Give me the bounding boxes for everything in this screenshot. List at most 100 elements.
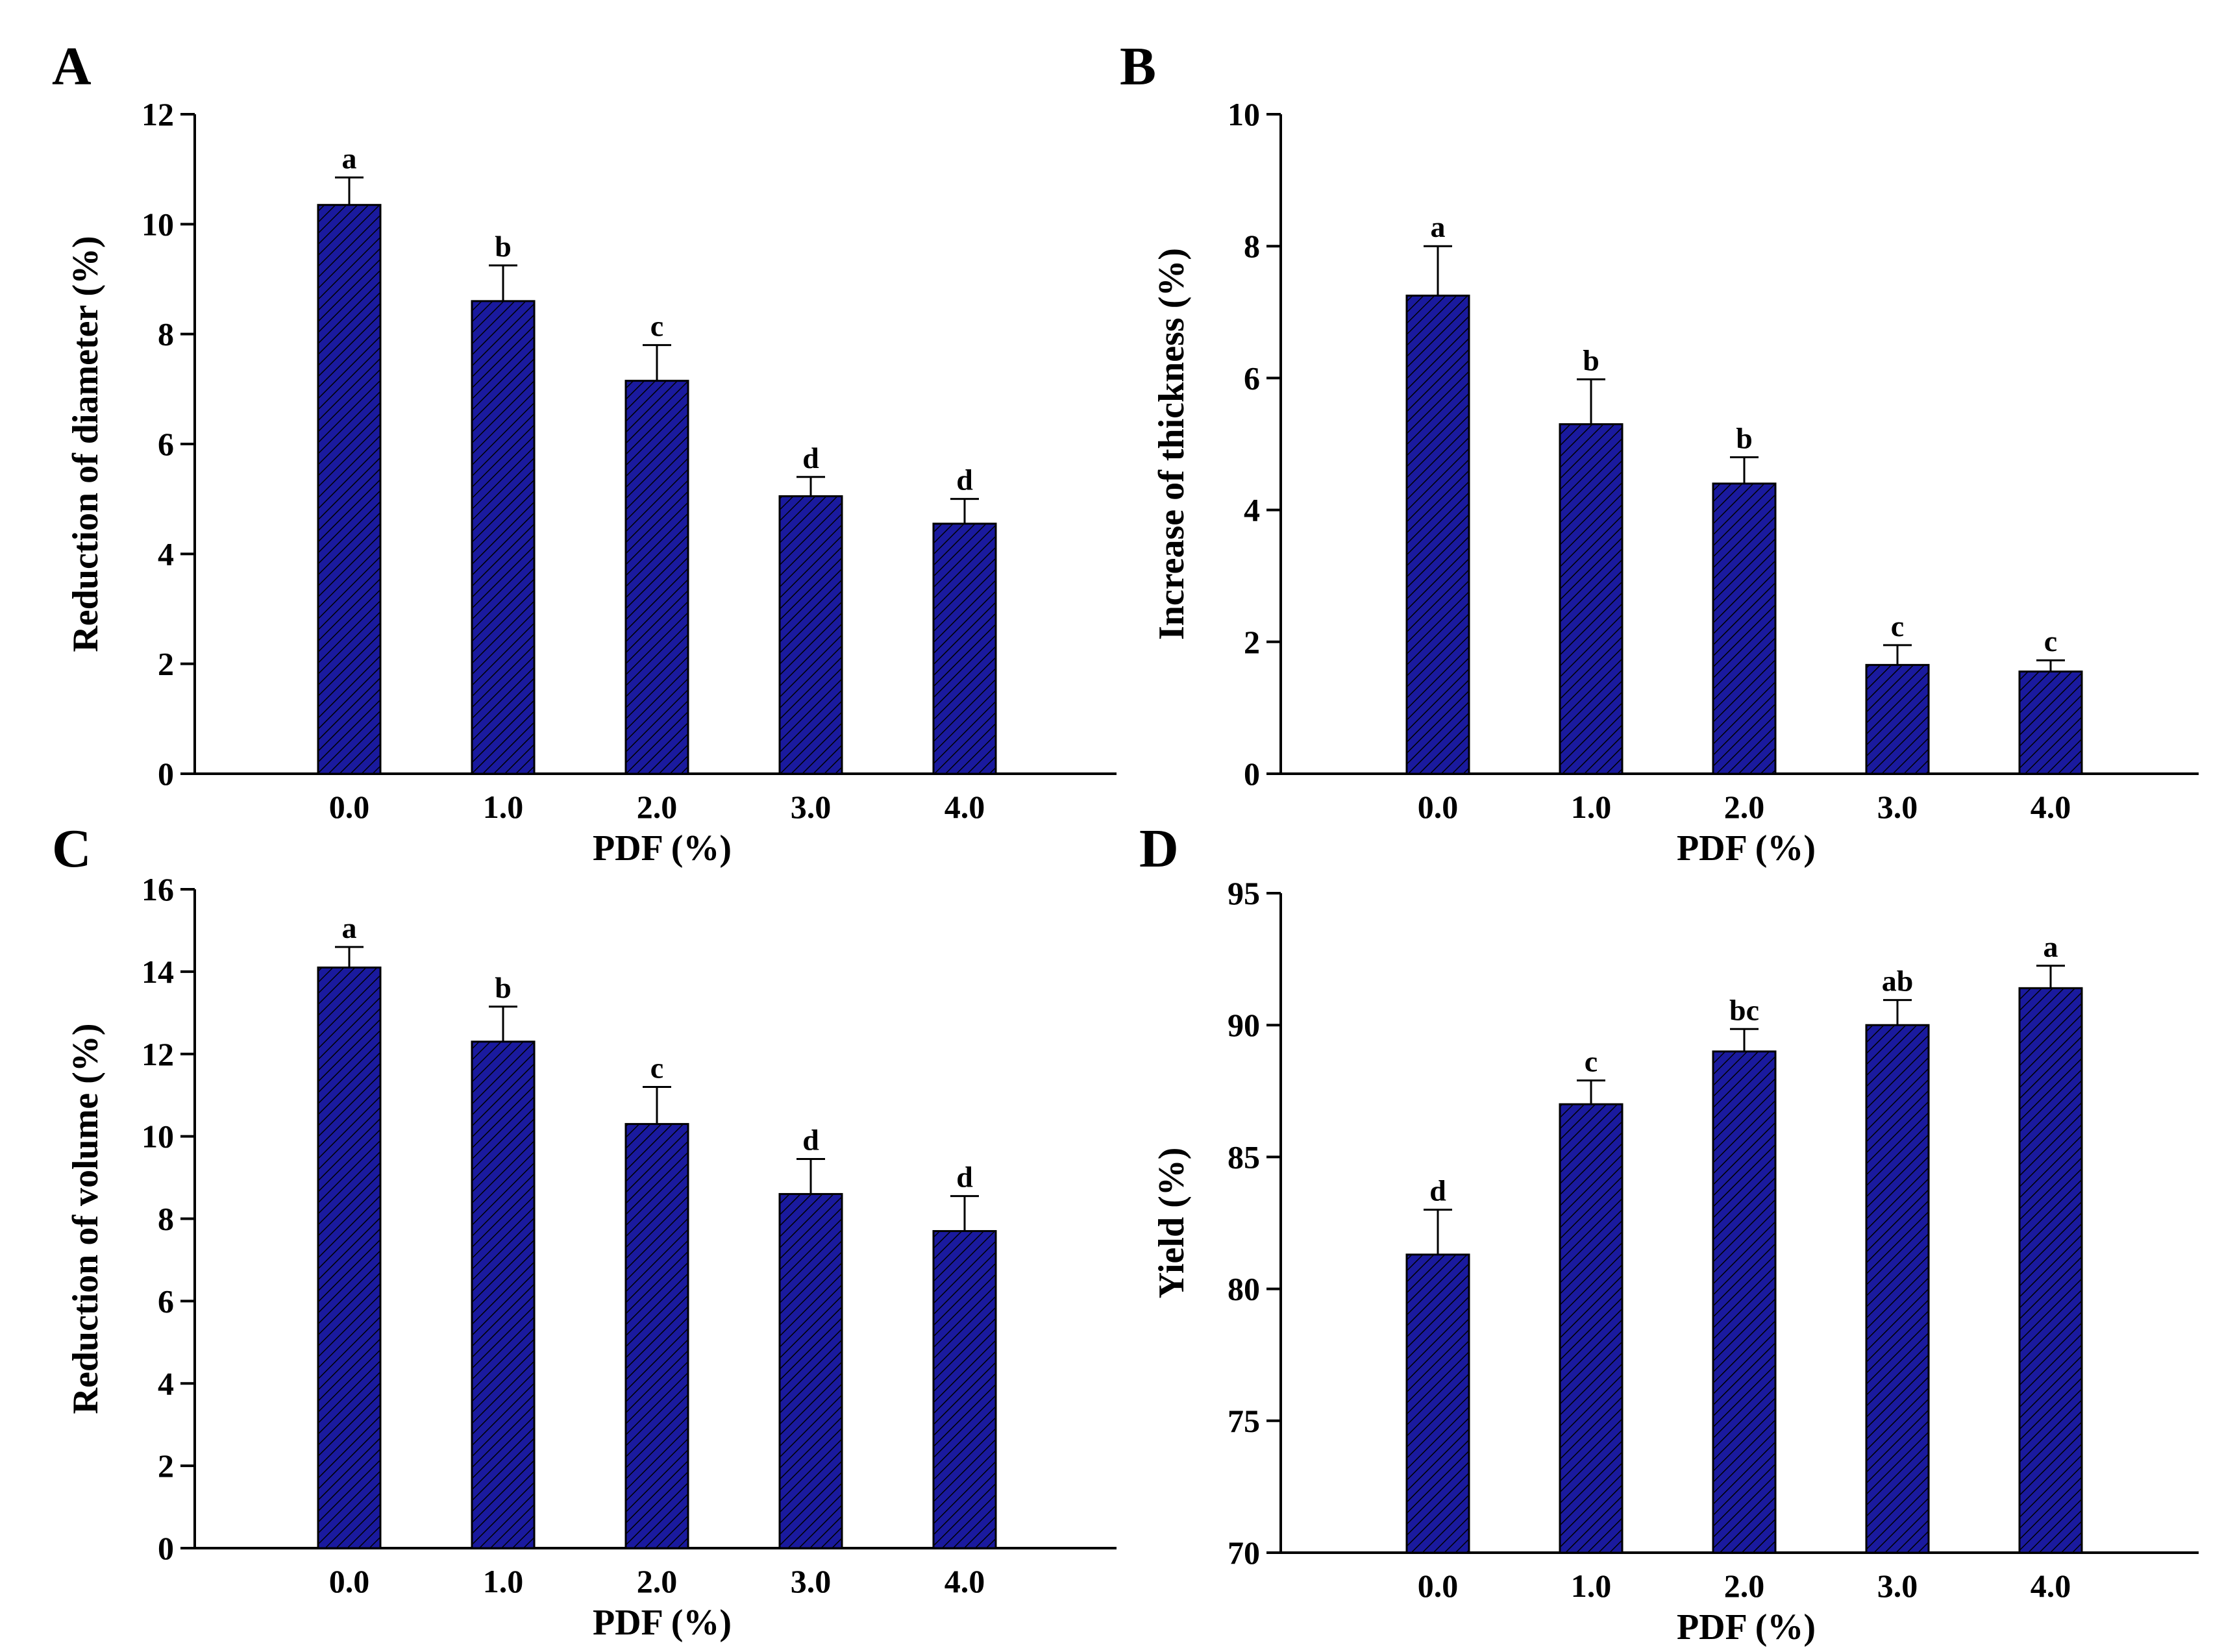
bar xyxy=(624,380,689,775)
panel-a: A 0 2 4 6 8 10 12 0.0 1.0 2.0 3.0 4.0 a b c d d PDF (%)… xyxy=(52,36,1117,869)
bar xyxy=(1712,1050,1777,1554)
significance-label: c xyxy=(650,1052,663,1085)
significance-label: d xyxy=(802,1124,819,1157)
bar xyxy=(624,1123,689,1549)
bar xyxy=(2018,987,2083,1554)
x-tick-label: 4.0 xyxy=(945,1563,985,1599)
bar xyxy=(471,300,536,775)
y-tick-label: 16 xyxy=(142,871,174,907)
y-tick-label: 12 xyxy=(142,1036,174,1072)
y-tick-label: 10 xyxy=(1228,96,1260,132)
significance-label: c xyxy=(2044,624,2057,658)
significance-label: b xyxy=(1736,421,1753,454)
x-tick-label: 3.0 xyxy=(791,789,832,825)
y-tick-label: 6 xyxy=(1244,360,1260,396)
bar xyxy=(1405,1253,1470,1554)
bar xyxy=(317,204,382,775)
x-tick-label: 2.0 xyxy=(1724,789,1765,825)
x-tick-label: 4.0 xyxy=(2031,1568,2071,1604)
significance-label: ab xyxy=(1882,965,1914,998)
panel-letter: A xyxy=(52,36,92,97)
y-tick-label: 4 xyxy=(158,536,174,572)
bar xyxy=(1865,1024,1930,1554)
bar xyxy=(317,967,382,1549)
x-tick-label: 1.0 xyxy=(1571,1568,1612,1604)
panel-c: C 0 2 4 6 8 10 12 14 16 0.0 1.0 2.0 3.0 4.0 a b c d d PDF… xyxy=(52,819,1117,1643)
x-tick-label: 4.0 xyxy=(2031,789,2071,825)
bar xyxy=(471,1041,536,1549)
bar xyxy=(932,1230,997,1549)
significance-label: c xyxy=(1891,610,1904,643)
x-axis-title: PDF (%) xyxy=(1677,1607,1816,1647)
y-tick-label: 8 xyxy=(158,316,174,352)
significance-label: a xyxy=(342,142,357,175)
significance-label: a xyxy=(342,911,357,944)
y-tick-label: 95 xyxy=(1228,875,1260,911)
y-tick-label: 8 xyxy=(1244,228,1260,264)
significance-label: d xyxy=(956,463,973,497)
bar xyxy=(778,495,843,775)
y-tick-label: 70 xyxy=(1228,1535,1260,1571)
y-axis-title: Reduction of volume (%) xyxy=(66,1024,106,1414)
significance-label: b xyxy=(495,230,512,263)
y-tick-label: 6 xyxy=(158,426,174,462)
bar xyxy=(932,523,997,775)
y-tick-label: 6 xyxy=(158,1283,174,1319)
x-tick-label: 0.0 xyxy=(1418,1568,1459,1604)
bar xyxy=(1712,482,1777,775)
panel-d: D 70 75 80 85 90 95 0.0 1.0 2.0 3.0 4.0 d c bc ab a PD… xyxy=(1139,819,2199,1647)
y-tick-label: 85 xyxy=(1228,1139,1260,1175)
bars: a b c d d xyxy=(317,911,997,1549)
x-tick-label: 1.0 xyxy=(483,1563,524,1599)
x-tick-label: 0.0 xyxy=(329,1563,370,1599)
x-axis-title: PDF (%) xyxy=(1677,828,1816,869)
significance-label: c xyxy=(1585,1045,1598,1078)
y-tick-label: 2 xyxy=(158,646,174,682)
significance-label: d xyxy=(956,1161,973,1194)
panel-letter: C xyxy=(52,819,92,879)
y-tick-label: 10 xyxy=(142,206,174,242)
x-tick-label: 2.0 xyxy=(1724,1568,1765,1604)
significance-label: c xyxy=(650,310,663,343)
x-tick-label: 2.0 xyxy=(637,1563,678,1599)
x-tick-label: 4.0 xyxy=(945,789,985,825)
bars: a b b c c xyxy=(1405,210,2083,775)
x-axis-title: PDF (%) xyxy=(593,1603,732,1643)
y-tick-label: 2 xyxy=(1244,624,1260,660)
x-tick-label: 3.0 xyxy=(791,1563,832,1599)
y-tick-label: 10 xyxy=(142,1118,174,1155)
significance-label: a xyxy=(1431,210,1446,243)
bar xyxy=(1559,423,1624,775)
y-tick-label: 2 xyxy=(158,1448,174,1484)
x-tick-label: 1.0 xyxy=(483,789,524,825)
bar xyxy=(1865,663,1930,775)
x-tick-label: 3.0 xyxy=(1877,789,1918,825)
y-tick-label: 0 xyxy=(158,1530,174,1566)
panel-letter: D xyxy=(1139,819,1179,879)
bars: d c bc ab a xyxy=(1405,930,2083,1554)
x-tick-label: 0.0 xyxy=(1418,789,1459,825)
y-tick-label: 14 xyxy=(142,954,174,990)
y-tick-label: 4 xyxy=(158,1365,174,1401)
panel-letter: B xyxy=(1120,36,1156,97)
significance-label: b xyxy=(1583,343,1599,376)
y-tick-label: 0 xyxy=(158,756,174,792)
axes: 0 2 4 6 8 10 12 14 16 0.0 1.0 2.0 3.0 4.0 xyxy=(142,871,1117,1599)
bar xyxy=(2018,671,2083,775)
bars: a b c d d xyxy=(317,142,997,775)
x-axis-title: PDF (%) xyxy=(593,828,732,869)
bar xyxy=(778,1192,843,1549)
significance-label: a xyxy=(2044,930,2058,963)
y-tick-label: 4 xyxy=(1244,492,1260,528)
x-tick-label: 3.0 xyxy=(1877,1568,1918,1604)
y-tick-label: 80 xyxy=(1228,1271,1260,1307)
x-tick-label: 2.0 xyxy=(637,789,678,825)
x-tick-label: 1.0 xyxy=(1571,789,1612,825)
y-tick-label: 8 xyxy=(158,1201,174,1237)
y-tick-label: 12 xyxy=(142,96,174,132)
significance-label: bc xyxy=(1729,993,1759,1026)
y-axis-title: Yield (%) xyxy=(1152,1148,1192,1299)
y-tick-label: 75 xyxy=(1228,1403,1260,1439)
significance-label: d xyxy=(802,441,819,475)
